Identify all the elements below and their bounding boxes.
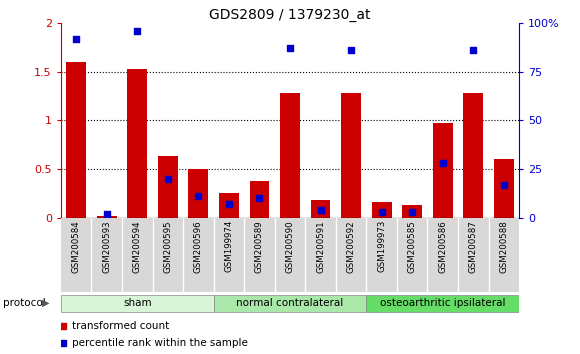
Text: GSM200594: GSM200594 [133,220,142,273]
Bar [463,93,483,218]
Text: GSM200591: GSM200591 [316,220,325,273]
Point [133,28,142,34]
Text: osteoarthritic ipsilateral: osteoarthritic ipsilateral [380,298,506,308]
Text: GSM199974: GSM199974 [224,220,233,272]
Bar [158,156,177,218]
Point [499,182,509,188]
Title: GDS2809 / 1379230_at: GDS2809 / 1379230_at [209,8,371,22]
Point [316,207,325,213]
Text: GSM200586: GSM200586 [438,220,447,273]
Text: normal contralateral: normal contralateral [237,298,343,308]
Text: GSM199973: GSM199973 [377,220,386,272]
Bar [403,205,422,218]
Point [71,36,81,41]
Text: sham: sham [123,298,151,308]
Bar [341,93,361,218]
Point [438,160,447,166]
Point [224,201,234,207]
Point [163,176,172,182]
Point [377,209,386,215]
Bar [494,159,514,218]
Point [194,193,203,199]
Point [285,45,295,51]
Bar [433,123,452,218]
FancyBboxPatch shape [367,295,519,312]
Point [102,211,111,217]
Text: GSM200592: GSM200592 [347,220,356,273]
FancyBboxPatch shape [61,295,213,312]
Text: ▶: ▶ [42,298,50,308]
Bar [311,200,331,218]
Text: protocol: protocol [3,298,46,308]
Text: transformed count: transformed count [72,321,169,331]
Bar [372,202,392,218]
Point [255,195,264,201]
Text: GSM200590: GSM200590 [285,220,295,273]
Text: percentile rank within the sample: percentile rank within the sample [72,338,248,348]
Text: GSM200595: GSM200595 [164,220,172,273]
FancyBboxPatch shape [213,295,367,312]
Bar [219,193,239,218]
Text: GSM200596: GSM200596 [194,220,203,273]
Point [408,209,417,215]
Text: GSM200587: GSM200587 [469,220,478,273]
Text: GSM200584: GSM200584 [72,220,81,273]
Text: GSM200588: GSM200588 [499,220,508,273]
Bar [128,69,147,218]
Bar [66,62,86,218]
Point [346,47,356,53]
Bar [280,93,300,218]
Bar [249,181,269,218]
Text: GSM200589: GSM200589 [255,220,264,273]
Bar [97,216,117,218]
Text: GSM200593: GSM200593 [102,220,111,273]
Point [469,47,478,53]
Bar [188,169,208,218]
Text: GSM200585: GSM200585 [408,220,416,273]
